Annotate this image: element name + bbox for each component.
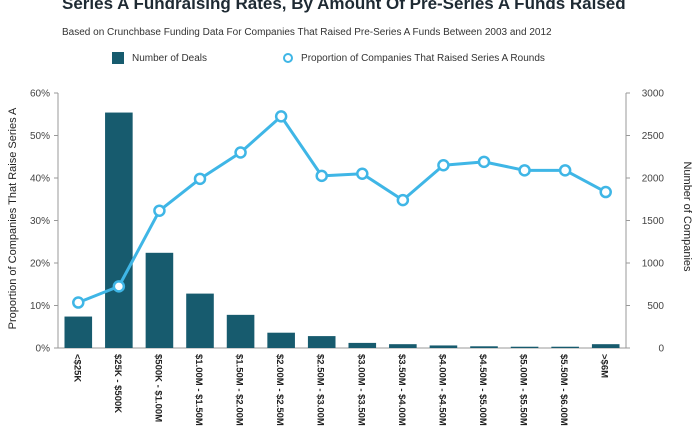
right-tick-label: 500	[647, 301, 664, 312]
left-tick-label: 60%	[30, 89, 50, 100]
x-tick-label: $5.00M - $5.50M	[518, 354, 529, 426]
chart-subtitle: Based on Crunchbase Funding Data For Com…	[62, 27, 552, 38]
bar-deals	[551, 346, 579, 348]
legend-line-swatch	[283, 53, 294, 63]
bar-deals	[591, 344, 620, 348]
proportion-point	[558, 164, 572, 177]
proportion-point	[274, 110, 288, 123]
x-tick-label: $2.00M - $2.50M	[274, 354, 285, 426]
proportion-point	[193, 172, 207, 186]
proportion-point	[518, 164, 531, 177]
x-tick-label: >$6M	[599, 354, 610, 378]
right-tick-label: 1500	[642, 216, 665, 227]
proportion-point	[396, 193, 410, 207]
proportion-point	[599, 185, 612, 199]
bar-deals	[307, 336, 336, 348]
proportion-point	[315, 169, 328, 183]
bar-deals	[64, 316, 93, 348]
legend-item-deals: Number of Deals	[112, 52, 207, 64]
x-tick-label: $5.50M - $6.00M	[558, 354, 569, 426]
proportion-line	[77, 114, 607, 304]
proportion-point	[153, 204, 166, 217]
bar-deals	[186, 293, 214, 348]
x-tick-label: $3.00M - $3.50M	[355, 354, 366, 426]
x-tick-label: $3.50M - $4.00M	[396, 354, 407, 426]
left-axis-title: Proportion of Companies That Raise Serie…	[7, 107, 19, 329]
legend-item-proportion: Proportion of Companies That Raised Seri…	[283, 53, 545, 64]
x-tick-label: $4.50M - $5.00M	[477, 354, 488, 426]
left-tick-label: 30%	[30, 216, 50, 227]
left-tick-label: 0%	[36, 344, 51, 355]
bar-deals	[105, 112, 133, 348]
right-tick-label: 2500	[642, 131, 665, 142]
proportion-point	[72, 296, 85, 309]
left-tick-label: 20%	[30, 259, 50, 270]
left-tick-label: 40%	[30, 174, 50, 185]
chart-legend: Number of Deals Proportion of Companies …	[112, 52, 545, 64]
proportion-point	[356, 167, 369, 180]
x-tick-label: $4.00M - $4.50M	[436, 354, 447, 426]
bar-deals	[267, 332, 295, 348]
proportion-point	[234, 146, 247, 159]
left-tick-label: 50%	[30, 131, 50, 142]
right-axis-title: Number of Companies	[681, 161, 693, 272]
right-tick-label: 0	[658, 344, 664, 355]
bar-deals	[470, 346, 498, 348]
left-tick-label: 10%	[30, 301, 50, 312]
proportion-point	[112, 280, 126, 293]
legend-bar-swatch	[112, 52, 124, 64]
bar-deals	[226, 314, 255, 348]
bar-deals	[510, 346, 539, 348]
right-tick-label: 3000	[642, 89, 665, 100]
right-tick-label: 2000	[642, 174, 665, 185]
right-tick-label: 1000	[642, 259, 665, 270]
legend-label-deals: Number of Deals	[132, 52, 208, 64]
x-tick-label: <$25K	[71, 354, 82, 382]
bar-deals	[429, 345, 458, 348]
proportion-point	[437, 159, 450, 172]
x-tick-label: $25K - $500K	[112, 354, 123, 413]
x-tick-label: $1.50M - $2.00M	[234, 354, 245, 426]
legend-label-proportion: Proportion of Companies That Raised Seri…	[301, 52, 545, 64]
x-tick-label: $500K - $1.00M	[152, 354, 163, 422]
bar-deals	[145, 252, 174, 348]
bar-deals	[389, 344, 417, 348]
x-tick-label: $1.00M - $1.50M	[193, 354, 204, 426]
x-tick-label: $2.50M - $3.00M	[315, 354, 326, 426]
proportion-point	[477, 155, 491, 169]
chart-title: Series A Fundraising Rates, By Amount Of…	[62, 0, 626, 13]
bar-deals	[348, 342, 377, 348]
